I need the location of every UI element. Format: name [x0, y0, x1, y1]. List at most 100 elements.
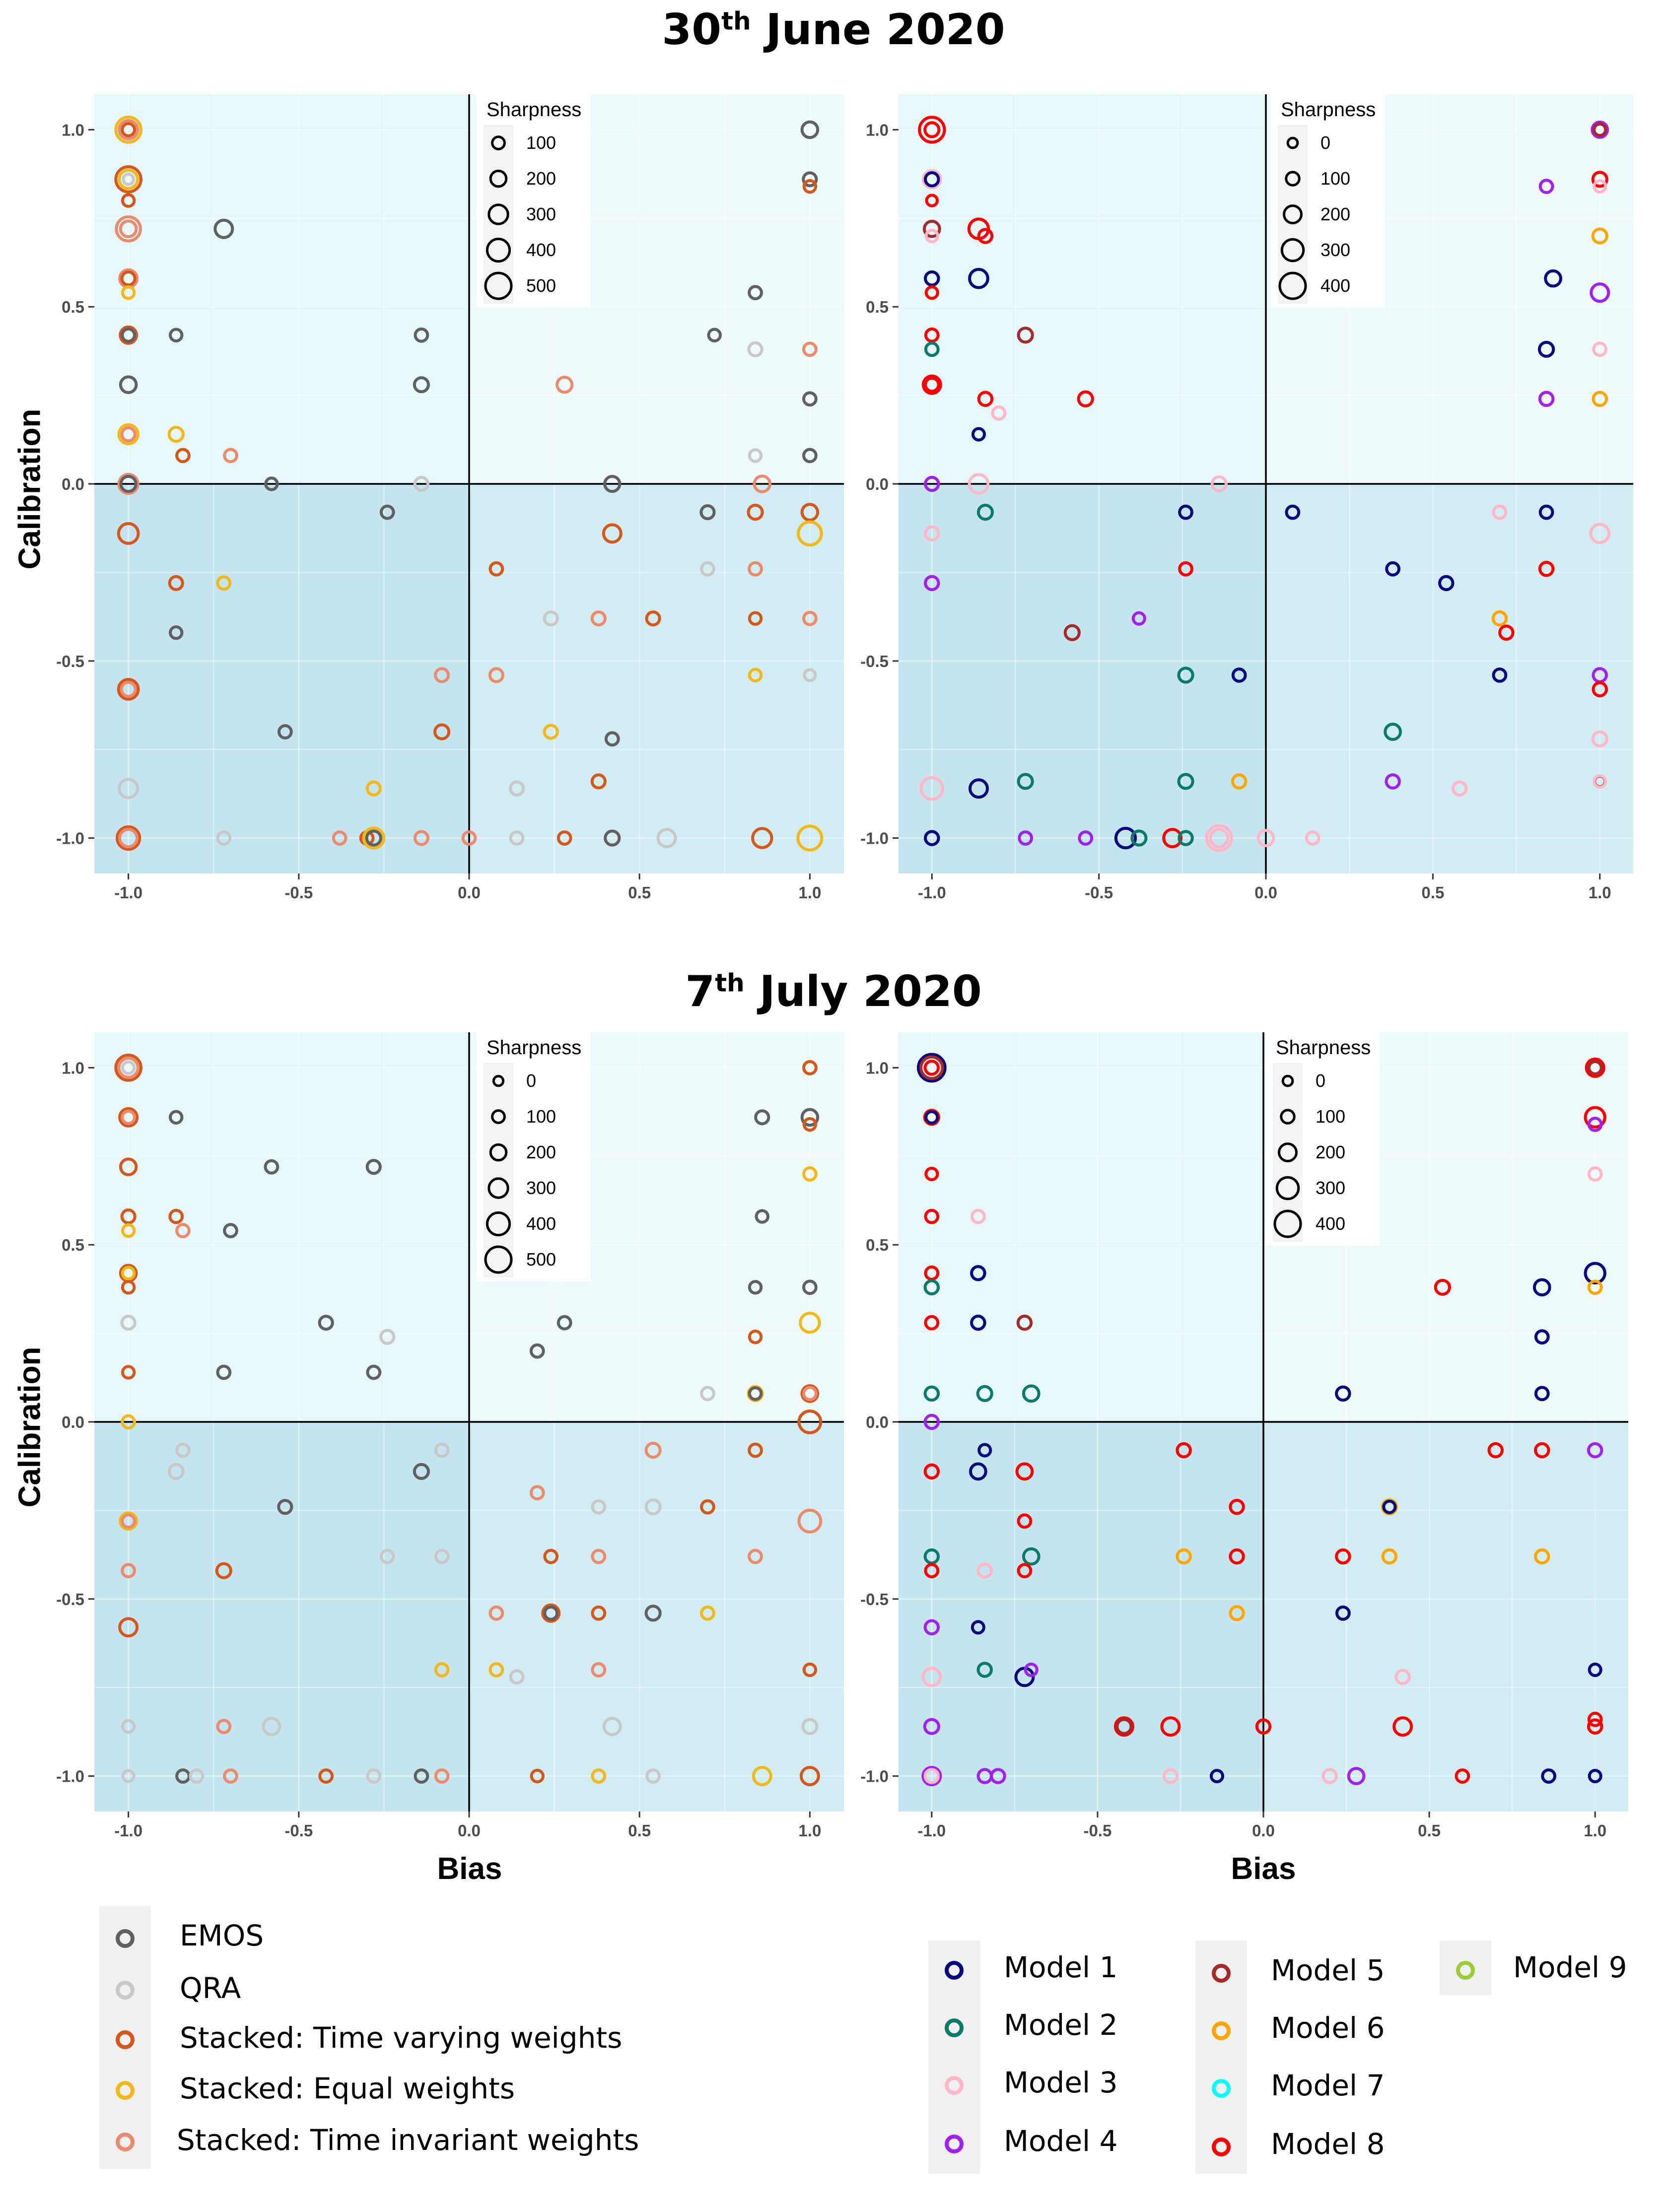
sharpness-legend-title: Sharpness: [1281, 99, 1376, 121]
data-point: [604, 829, 621, 847]
legend-model-swatch: [1212, 1964, 1231, 1983]
y-tick-label: 0.5: [62, 1236, 84, 1254]
data-point: [216, 1719, 232, 1735]
data-point: [1162, 828, 1183, 849]
data-point: [121, 1414, 137, 1430]
data-point: [1178, 561, 1193, 577]
data-point: [223, 1223, 238, 1239]
data-point: [1438, 575, 1455, 592]
legend-model-swatch: [945, 2135, 964, 2153]
x-tick-label: -1.0: [114, 1821, 142, 1840]
data-point: [120, 1315, 137, 1331]
data-point: [1335, 1605, 1351, 1621]
data-point: [434, 1662, 450, 1677]
data-point: [121, 1060, 136, 1075]
data-point: [976, 1385, 993, 1403]
y-tick-label: -1.0: [56, 1767, 84, 1786]
data-point: [1335, 1548, 1351, 1565]
data-point: [1130, 829, 1148, 847]
x-tick-label: -0.5: [284, 883, 313, 902]
data-point: [1382, 1499, 1397, 1514]
data-point: [924, 171, 940, 188]
data-point: [121, 1266, 136, 1280]
ylabel-bottom: Calibration: [12, 1346, 47, 1508]
sharpness-legend-circle: [492, 1074, 505, 1087]
legend-qra-label: QRA: [180, 1971, 241, 2005]
x-tick-label: 0.0: [458, 883, 481, 902]
data-point: [603, 474, 622, 493]
data-point: [924, 270, 940, 287]
data-point: [121, 1280, 136, 1295]
data-point: [924, 830, 940, 846]
sharpness-legend-value: 300: [526, 1178, 556, 1198]
data-point: [656, 828, 677, 849]
data-point: [924, 341, 940, 357]
data-point: [277, 724, 293, 739]
data-point: [121, 1365, 136, 1380]
data-point: [977, 1443, 992, 1458]
data-point: [434, 1442, 450, 1458]
data-point: [700, 1605, 715, 1621]
data-point: [1210, 475, 1228, 493]
data-point: [1113, 1716, 1134, 1737]
data-point: [797, 1508, 823, 1534]
data-point: [799, 1311, 821, 1334]
data-point: [1229, 1499, 1245, 1515]
data-point: [754, 1109, 770, 1126]
data-point: [122, 172, 135, 186]
data-point: [1591, 120, 1609, 139]
data-point: [1590, 282, 1610, 303]
data-point: [509, 1669, 525, 1685]
data-point: [1205, 824, 1233, 852]
x-tick-label: 1.0: [1589, 883, 1611, 902]
sharpness-legend-title: Sharpness: [486, 1037, 581, 1059]
data-point: [919, 776, 945, 801]
y-tick-label: -1.0: [860, 1767, 889, 1786]
data-point: [1588, 1769, 1602, 1784]
data-point: [362, 826, 386, 850]
data-point: [1178, 830, 1194, 846]
quadrant-lower-right: [1263, 1422, 1628, 1811]
legend-model-swatch: [945, 1961, 964, 1980]
data-point: [529, 1485, 545, 1501]
data-point: [1321, 1768, 1338, 1784]
sharpness-legend-value: 200: [526, 168, 556, 189]
data-point: [922, 219, 941, 238]
data-point: [602, 523, 623, 544]
sharpness-legend-circle: [1281, 1074, 1294, 1087]
data-point: [970, 1208, 986, 1224]
data-point: [591, 1605, 607, 1621]
data-point: [121, 1109, 137, 1125]
data-point: [752, 1766, 772, 1787]
data-point: [114, 1054, 142, 1082]
y-tick-label: 1.0: [866, 121, 889, 139]
data-point: [1385, 773, 1401, 790]
data-point: [118, 778, 139, 800]
legend-model2-label: Model 2: [1004, 2008, 1118, 2042]
ylabel-top: Calibration: [12, 408, 47, 570]
data-point: [413, 376, 430, 394]
data-point: [921, 1766, 942, 1787]
legend-model7-label: Model 7: [1271, 2069, 1385, 2102]
sharpness-legend-circle: [1285, 171, 1301, 187]
data-point: [414, 327, 429, 343]
data-point: [120, 1208, 137, 1225]
data-point: [924, 1208, 940, 1224]
data-point: [916, 1053, 947, 1083]
data-point: [115, 215, 142, 243]
data-point: [971, 1620, 985, 1635]
data-point: [707, 328, 722, 342]
y-tick-label: -0.5: [860, 652, 889, 670]
legend-models-swatches: [945, 1961, 1475, 2156]
data-point: [414, 1768, 429, 1784]
data-point: [590, 610, 607, 627]
data-point: [799, 1766, 820, 1787]
data-point: [118, 119, 139, 140]
y-tick-label: 1.0: [866, 1059, 889, 1077]
data-point: [114, 165, 142, 194]
data-point: [921, 1667, 942, 1687]
data-point: [1492, 504, 1508, 520]
sharpness-legend-circle: [486, 237, 511, 263]
data-point: [262, 1717, 281, 1737]
data-point: [118, 1107, 139, 1128]
